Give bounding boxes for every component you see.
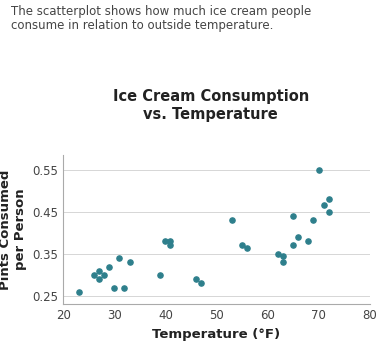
Text: Ice Cream Consumption
vs. Temperature: Ice Cream Consumption vs. Temperature [113,89,309,122]
Point [326,196,332,202]
X-axis label: Temperature (°F): Temperature (°F) [152,328,280,341]
Point [290,243,296,248]
Point [290,213,296,219]
Point [316,167,322,172]
Point [198,281,204,286]
Point [167,238,173,244]
Point [126,259,133,265]
Y-axis label: Pints Consumed
per Person: Pints Consumed per Person [0,170,27,290]
Point [295,234,301,240]
Text: The scatterplot shows how much ice cream people: The scatterplot shows how much ice cream… [11,5,312,18]
Point [116,255,123,261]
Point [157,272,163,278]
Point [106,264,112,269]
Point [310,217,316,223]
Point [244,245,250,250]
Point [280,259,286,265]
Point [91,272,97,278]
Point [239,243,245,248]
Point [75,289,82,294]
Point [167,243,173,248]
Point [111,285,117,290]
Point [275,251,281,257]
Point [121,285,128,290]
Point [96,268,102,273]
Point [96,276,102,282]
Point [305,238,311,244]
Point [280,253,286,259]
Text: consume in relation to outside temperature.: consume in relation to outside temperatu… [11,19,274,32]
Point [101,272,107,278]
Point [229,217,235,223]
Point [326,209,332,214]
Point [162,238,169,244]
Point [321,203,327,208]
Point [193,276,199,282]
